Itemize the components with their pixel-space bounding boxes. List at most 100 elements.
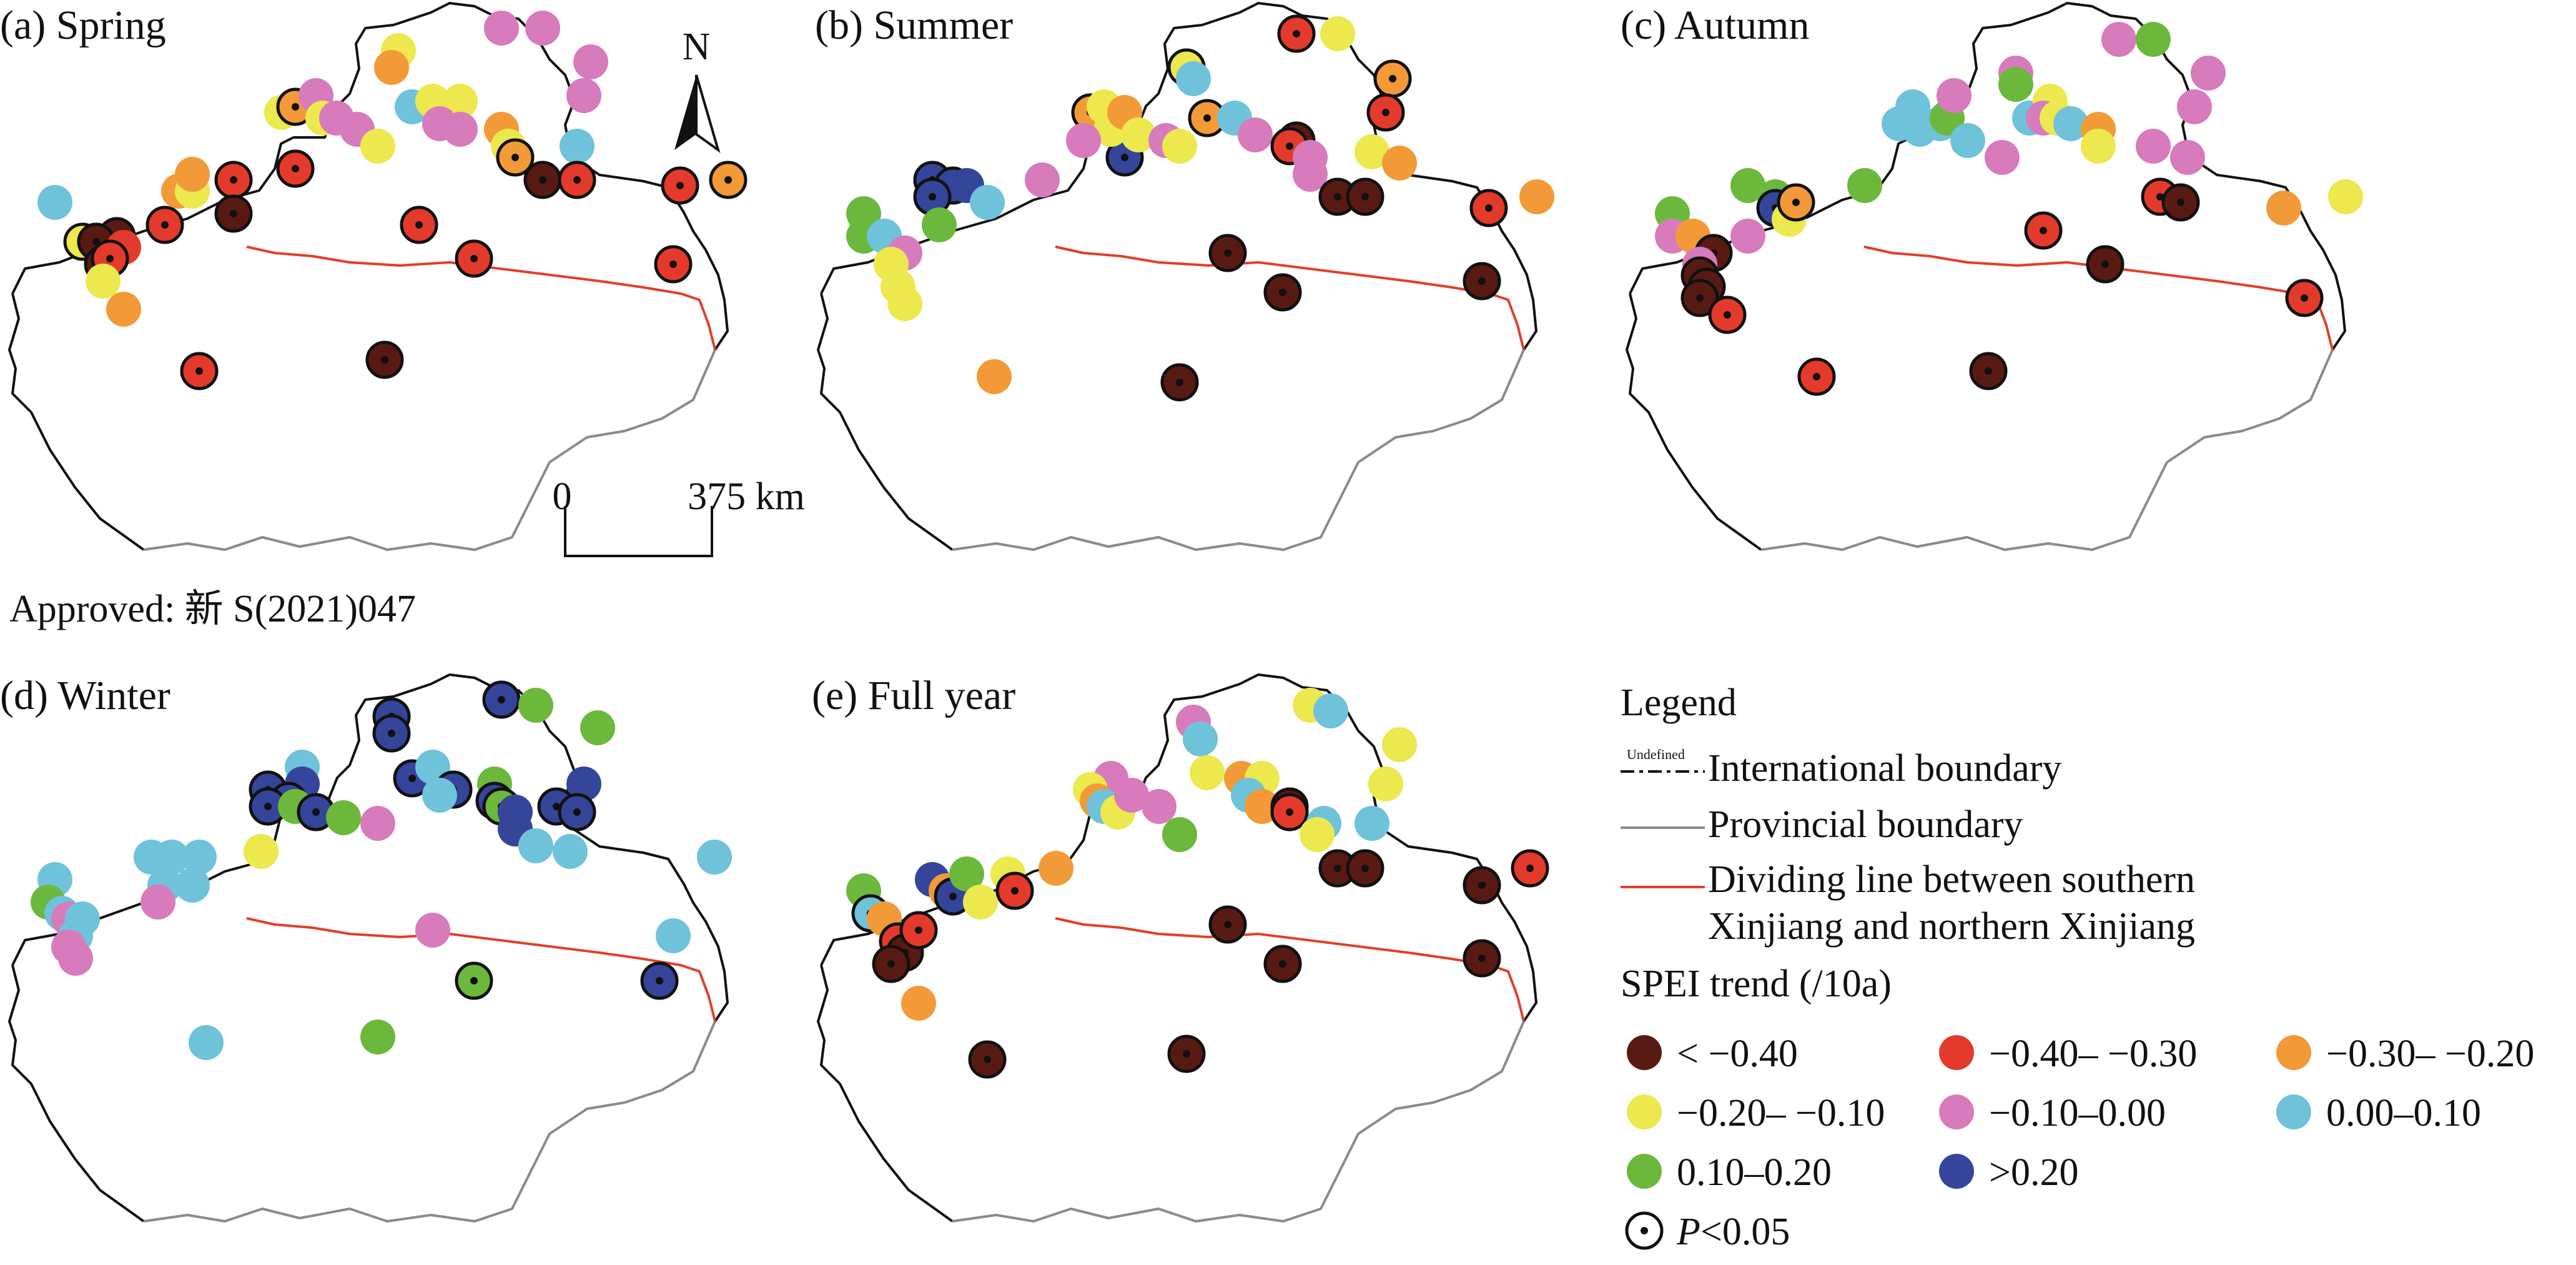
station-marker xyxy=(977,359,1012,394)
significance-dot xyxy=(1382,109,1389,116)
significance-dot xyxy=(1176,379,1183,386)
station-marker xyxy=(518,828,553,863)
legend-divider-line: Dividing line between southern Xinjiang … xyxy=(1621,858,2195,948)
station-marker xyxy=(484,11,519,46)
station-marker xyxy=(360,806,395,841)
scale-end: 375 km xyxy=(688,475,805,518)
station-marker xyxy=(2101,22,2136,57)
station-marker xyxy=(1190,755,1225,790)
significance-dot xyxy=(1011,887,1019,895)
station-marker xyxy=(422,778,457,813)
legend-class-label: −0.20– −0.10 xyxy=(1677,1092,1885,1134)
significance-dot xyxy=(1203,114,1211,122)
provincial-boundary-label: Provincial boundary xyxy=(1708,803,2023,846)
significance-dot xyxy=(230,176,237,184)
undefined-tag: Undefined xyxy=(1627,747,1685,762)
significance-dot xyxy=(498,696,505,703)
legend-class-label: >0.20 xyxy=(1989,1151,2078,1194)
station-layer xyxy=(846,688,1549,1079)
panel-winter: (d) Winter xyxy=(0,673,732,1221)
station-marker xyxy=(566,78,601,113)
station-marker xyxy=(1121,117,1156,152)
significance-dot xyxy=(470,255,478,262)
station-marker xyxy=(175,157,210,192)
station-marker xyxy=(1985,140,2020,175)
significance-dot xyxy=(1985,367,1992,375)
significance-dot xyxy=(312,808,320,816)
significance-ring xyxy=(1167,1034,1206,1073)
significance-dot xyxy=(887,960,895,968)
station-marker xyxy=(326,800,361,835)
significance-dot xyxy=(1724,311,1731,319)
significance-ring xyxy=(661,166,699,205)
station-marker xyxy=(154,840,189,875)
station-marker xyxy=(1998,67,2033,102)
legend-title: Legend xyxy=(1621,682,1737,724)
panel-title: (c) Autumn xyxy=(1621,2,1809,48)
significance-dot xyxy=(292,165,299,172)
significance-ring xyxy=(1208,905,1247,944)
station-marker xyxy=(1355,806,1389,841)
station-marker xyxy=(1313,693,1348,728)
legend-swatch xyxy=(1627,1154,1662,1189)
significance-ring xyxy=(872,945,910,983)
legend-provincial-boundary: Provincial boundary xyxy=(1621,803,2023,846)
significance-dot xyxy=(2156,193,2164,201)
legend-swatch xyxy=(2276,1094,2311,1129)
significance-ring xyxy=(482,680,521,719)
significance-dot xyxy=(415,221,423,229)
legend-class-c8: >0.20 xyxy=(1939,1151,2078,1194)
station-marker xyxy=(2328,179,2363,214)
station-marker xyxy=(360,1019,395,1054)
significance-dot xyxy=(408,775,416,782)
station-marker xyxy=(1114,778,1149,813)
significance-ring xyxy=(1708,295,1747,334)
significance-ring xyxy=(496,138,535,177)
significance-dot xyxy=(1121,154,1128,161)
station-marker xyxy=(37,185,72,220)
significance-dot xyxy=(724,176,732,184)
significance-ring xyxy=(455,239,493,278)
station-marker xyxy=(175,868,210,903)
significance-dot xyxy=(292,103,299,111)
station-marker xyxy=(443,84,478,119)
significance-dot xyxy=(539,176,546,184)
station-marker xyxy=(1382,727,1417,762)
significance-dot xyxy=(1279,960,1286,968)
north-label: N xyxy=(683,26,711,68)
station-marker xyxy=(415,913,450,948)
station-marker xyxy=(1162,129,1197,164)
significance-ring xyxy=(1208,234,1247,272)
panel-spring: (a) Spring xyxy=(0,2,748,550)
legend-class-label: −0.40– −0.30 xyxy=(1989,1033,2197,1075)
station-marker xyxy=(1176,61,1211,96)
significance-ring xyxy=(1463,939,1501,978)
significance-ring xyxy=(2086,245,2124,284)
significance-dot xyxy=(656,977,663,985)
significance-dot xyxy=(1792,199,1800,206)
legend-class-c4: −0.20– −0.10 xyxy=(1627,1092,1885,1134)
legend-class-label: 0.00–0.10 xyxy=(2326,1092,2481,1134)
significance-ring xyxy=(1469,189,1508,227)
station-marker xyxy=(1355,134,1389,169)
station-marker xyxy=(887,286,922,321)
significance-dot xyxy=(2040,227,2047,234)
international-boundary-label: International boundary xyxy=(1708,747,2061,790)
station-marker xyxy=(1162,817,1197,852)
station-marker xyxy=(566,766,601,801)
significance-ring xyxy=(1511,849,1549,888)
station-marker xyxy=(1519,179,1554,214)
legend-swatch xyxy=(1939,1154,1974,1189)
significance-dot xyxy=(1361,865,1369,872)
station-marker xyxy=(182,840,217,875)
legend-class-c7: 0.10–0.20 xyxy=(1627,1151,1832,1194)
significance-dot xyxy=(2177,199,2184,206)
legend: Legend Undefined International boundary … xyxy=(1621,682,2534,1253)
significance-ring xyxy=(146,206,184,244)
significance-dot xyxy=(1478,881,1486,889)
significance-ring xyxy=(1277,14,1316,53)
station-marker xyxy=(525,11,560,46)
significance-dot xyxy=(381,356,388,364)
significance-ring xyxy=(640,961,679,1000)
